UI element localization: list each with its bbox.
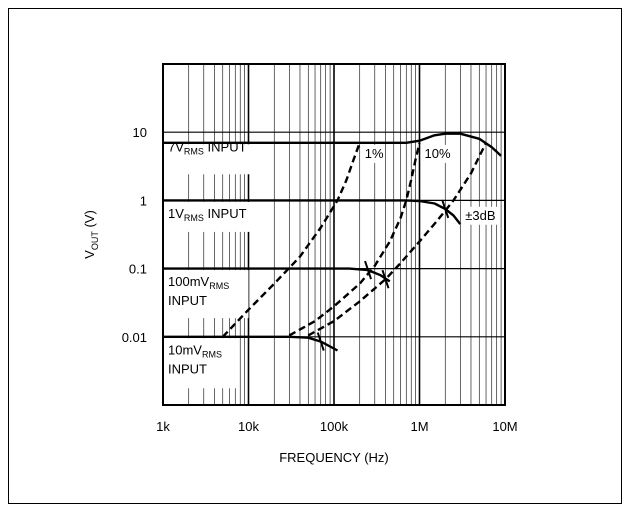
x-axis-label: FREQUENCY (Hz) xyxy=(279,450,389,465)
curve-marker xyxy=(364,260,372,280)
x-tick-label: 100k xyxy=(320,419,349,434)
series-line xyxy=(163,132,502,157)
y-tick-label: 1 xyxy=(140,193,147,208)
dashed-series-line xyxy=(221,142,361,338)
input-annotation-line2: INPUT xyxy=(168,293,207,308)
series-line xyxy=(163,335,339,352)
input-annotation: 7VRMS INPUT xyxy=(168,140,247,157)
y-tick-label: 0.1 xyxy=(129,262,147,277)
x-tick-label: 1k xyxy=(156,419,170,434)
dashed-series-line xyxy=(307,142,488,337)
series-label-bg xyxy=(361,144,384,163)
input-annotation: 10mVRMS xyxy=(168,343,222,360)
series-line xyxy=(163,199,462,225)
annotation-bg xyxy=(164,201,269,232)
curve-marker xyxy=(316,332,325,351)
x-tick-label: 1M xyxy=(410,419,428,434)
series-label: ±3dB xyxy=(465,208,495,223)
x-tick-label: 10k xyxy=(238,419,259,434)
x-tick-label: 10M xyxy=(492,419,517,434)
curve-marker xyxy=(441,199,450,219)
annotation-bg xyxy=(164,338,239,389)
y-tick-label: 0.01 xyxy=(122,330,147,345)
y-axis-label: VOUT (V) xyxy=(82,210,100,259)
dashed-series-line xyxy=(288,142,421,337)
series-label: 10% xyxy=(425,146,451,161)
y-tick-label: 10 xyxy=(133,125,147,140)
series-label-bg xyxy=(421,144,452,163)
input-annotation: 100mVRMS xyxy=(168,274,229,291)
plot-border xyxy=(162,63,506,406)
annotation-bg xyxy=(164,270,249,319)
series-label: 1% xyxy=(365,146,384,161)
series-label-bg xyxy=(462,206,501,225)
curve-marker xyxy=(381,269,390,289)
annotation-bg xyxy=(164,144,263,175)
input-annotation-line2: INPUT xyxy=(168,362,207,377)
input-annotation: 1VRMS INPUT xyxy=(168,206,247,223)
